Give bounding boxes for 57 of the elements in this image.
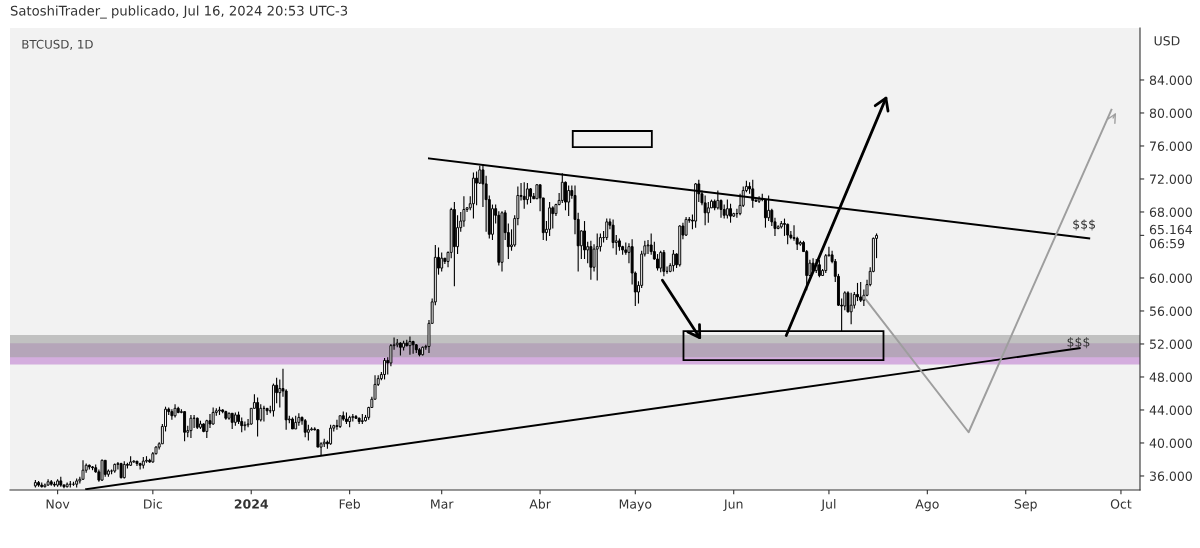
x-tick-label: Nov [46, 499, 70, 509]
candlestick [583, 220, 586, 260]
y-tick-label: 80.000 [1149, 108, 1192, 118]
candlestick [522, 181, 526, 210]
candlestick [560, 172, 564, 204]
x-tick-label: Abr [529, 499, 551, 509]
candlestick [91, 465, 94, 471]
x-tick-label: Dic [144, 499, 163, 509]
x-tick-label: Jul [820, 499, 836, 512]
x-tick-label: Oct [1110, 499, 1132, 509]
x-tick-label: Sep [1014, 499, 1037, 512]
y-tick-label: 65.164 06:59 [1149, 224, 1193, 249]
candlestick [243, 420, 247, 432]
candlestick [525, 182, 529, 206]
y-tick-label: 40.000 [1149, 438, 1192, 448]
y-tick-label: 56.000 [1149, 306, 1192, 316]
text: BTCUSD, 1D [22, 39, 93, 50]
x-tick-label: Mar [431, 499, 454, 509]
candlestick [662, 249, 666, 277]
candlestick [491, 203, 494, 241]
x-tick-label: 2024 [234, 499, 269, 509]
candlestick [659, 250, 663, 273]
candlestick [291, 416, 294, 430]
candlestick [767, 194, 771, 222]
candlestick [706, 201, 710, 224]
y-tick-label: 44.000 [1149, 405, 1192, 415]
y-tick-label: 36.000 [1149, 471, 1192, 481]
x-tick-label: Mayo [619, 499, 652, 512]
y-tick-label: 48.000 [1149, 372, 1192, 382]
candlestick [548, 201, 552, 237]
candlestick [859, 281, 863, 303]
candlestick [589, 240, 593, 281]
candlestick [656, 253, 659, 272]
candlestick [475, 170, 479, 206]
chart-title: SatoshiTrader_ publicado, Jul 16, 2024 20:53 UTC-3 [10, 5, 348, 19]
x-tick-label: Jun [723, 499, 743, 512]
y-tick-label: 76.000 [1150, 141, 1192, 151]
annotation: $$$ [1073, 219, 1096, 231]
y-tick-label: 68.000 [1149, 207, 1192, 217]
candlestick [649, 232, 653, 256]
candlestick [856, 282, 859, 302]
y-tick-label: 60.000 [1149, 273, 1192, 283]
annotation: $$$ [1067, 336, 1090, 349]
y-tick-label: 84.000 [1149, 75, 1192, 85]
candlestick [218, 406, 221, 416]
y-axis-title: USD [1154, 36, 1180, 46]
candlestick [145, 455, 148, 464]
x-tick-label: Ago [915, 499, 939, 512]
candlestick [417, 347, 421, 357]
y-tick-label: 72.000 [1150, 174, 1192, 184]
candlestick [703, 194, 707, 226]
candlestick [783, 218, 786, 237]
candlestick [595, 232, 599, 282]
y-tick-label: 52.000 [1149, 339, 1192, 349]
candlestick [646, 239, 650, 255]
x-tick-label: Feb [339, 499, 361, 509]
candlestick [208, 413, 212, 429]
